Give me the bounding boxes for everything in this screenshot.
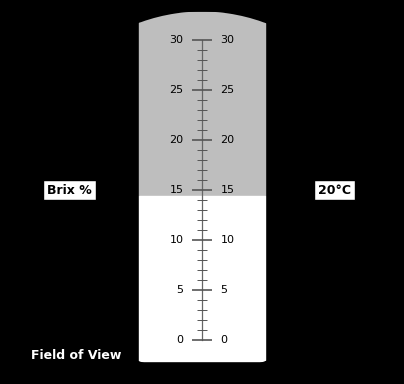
Text: Brix %: Brix % [47, 184, 92, 197]
Text: 20: 20 [221, 135, 235, 145]
Circle shape [21, 12, 383, 372]
Text: 20: 20 [169, 135, 183, 145]
Text: 15: 15 [221, 185, 234, 195]
Bar [139, 12, 265, 196]
Text: 20°C: 20°C [318, 184, 351, 197]
Text: 0: 0 [177, 335, 183, 345]
Text: Field of View: Field of View [31, 349, 122, 362]
Text: 0: 0 [221, 335, 227, 345]
Text: 25: 25 [169, 85, 183, 95]
Text: 30: 30 [170, 35, 183, 45]
Text: 10: 10 [221, 235, 234, 245]
Text: 5: 5 [177, 285, 183, 295]
Text: 30: 30 [221, 35, 234, 45]
Text: 10: 10 [170, 235, 183, 245]
Text: 5: 5 [221, 285, 227, 295]
Bar [139, 196, 265, 361]
Text: 25: 25 [221, 85, 235, 95]
Text: 15: 15 [170, 185, 183, 195]
